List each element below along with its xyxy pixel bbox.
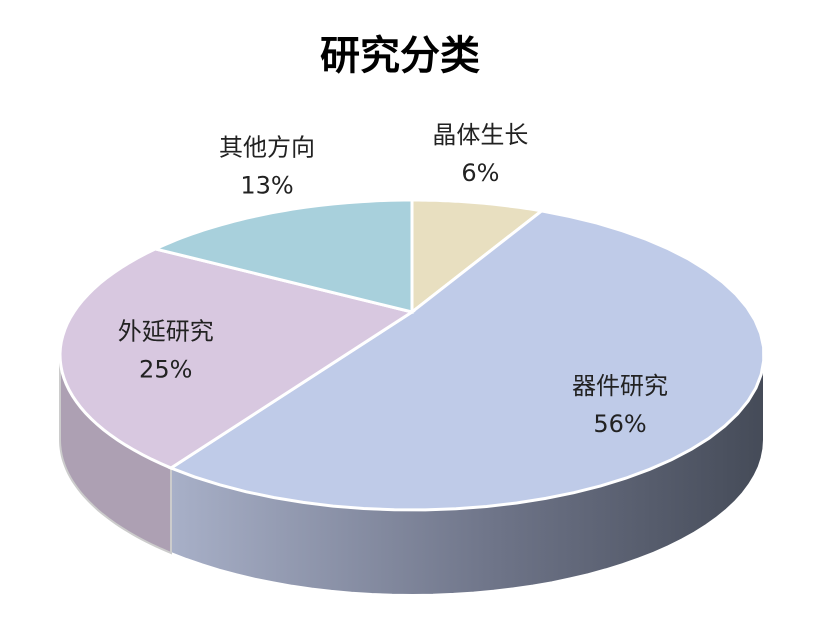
slice-label: 器件研究 — [572, 372, 668, 400]
chart-title: 研究分类 — [320, 33, 480, 79]
slice-value-label: 6% — [461, 159, 499, 187]
slice-value-label: 13% — [240, 171, 293, 199]
slice-value-label: 56% — [593, 410, 646, 438]
pie-slice — [410, 198, 546, 316]
pie-slice — [167, 209, 766, 512]
slice-label: 外延研究 — [118, 317, 214, 345]
slice-value-label: 25% — [139, 355, 192, 383]
pie-slice — [150, 198, 414, 314]
pie-slice — [58, 247, 416, 470]
slice-label: 其他方向 — [219, 133, 315, 161]
slice-label: 晶体生长 — [432, 121, 528, 149]
